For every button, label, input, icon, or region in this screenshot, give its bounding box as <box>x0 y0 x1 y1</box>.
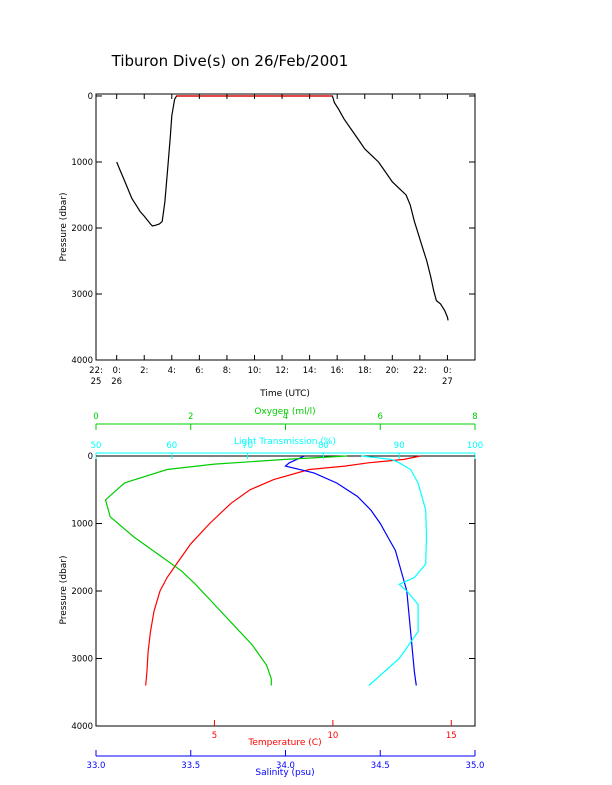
temperature-tick-label-0: 5 <box>212 731 217 741</box>
temperature-tick-label-1: 10 <box>327 731 338 741</box>
top-x-tick-label-8: 14: <box>303 366 317 376</box>
salinity-tick-label-0: 33.0 <box>87 761 106 771</box>
oxygen-tick-label-2: 4 <box>283 412 288 422</box>
top-x-tick-label-11: 20: <box>385 366 399 376</box>
bottom-plot-frame <box>95 455 476 727</box>
top-x-tick-label-1: 0: <box>113 366 121 376</box>
salinity-tick-label-1: 33.5 <box>181 761 200 771</box>
bottom-y-tick-label-4: 4000 <box>71 722 93 732</box>
top-x-tick-label-6: 10: <box>248 366 262 376</box>
top-x-tick-label2-0: 25 <box>91 377 102 387</box>
bottom-y-tick-label-0: 0 <box>88 452 93 462</box>
top-x-tick-label-0: 22: <box>89 366 103 376</box>
top-x-tick-label-13: 0: <box>443 366 451 376</box>
bottom-y-axis-label: Pressure (dbar) <box>59 556 69 625</box>
top-y-tick-label-0: 0 <box>88 92 93 102</box>
top-x-tick-label-12: 22: <box>413 366 427 376</box>
top-x-tick-label-10: 18: <box>358 366 372 376</box>
top-y-axis-label: Pressure (dbar) <box>59 193 69 262</box>
chart-title: Tiburon Dive(s) on 26/Feb/2001 <box>111 52 349 70</box>
salinity-profile-line <box>284 455 417 686</box>
bottom-y-tick-label-1: 1000 <box>71 520 93 530</box>
light-tick-label-3: 80 <box>318 441 329 451</box>
bottom-y-tick-label-2: 2000 <box>71 587 93 597</box>
oxygen-tick-label-0: 0 <box>93 412 98 422</box>
top-x-tick-label2-13: 27 <box>442 377 453 387</box>
top-plot-frame <box>95 93 476 361</box>
bottom-y-tick-label-3: 3000 <box>71 655 93 665</box>
light-profile-line <box>361 455 428 686</box>
top-x-tick-label-3: 4: <box>168 366 176 376</box>
profiles-plot: 0 2 4 6 8 50 60 70 80 90 100 5 10 15 33.0 33.5 34.0 34.5 3… <box>59 407 484 778</box>
top-x-axis-label: Time (UTC) <box>259 389 310 399</box>
temperature-profile-line <box>145 455 421 686</box>
oxygen-tick-label-3: 6 <box>378 412 383 422</box>
oxygen-tick-label-1: 2 <box>188 412 193 422</box>
light-tick-label-1: 60 <box>166 441 177 451</box>
pressure-time-series-0 <box>116 95 449 321</box>
top-x-tick-label-4: 6: <box>195 366 203 376</box>
light-tick-label-0: 50 <box>91 441 102 451</box>
temperature-tick-label-2: 15 <box>446 731 457 741</box>
top-x-tick-label-2: 2: <box>140 366 148 376</box>
top-y-tick-label-3: 3000 <box>71 290 93 300</box>
top-x-tick-label2-1: 26 <box>111 377 122 387</box>
oxygen-profile-line <box>104 455 348 686</box>
salinity-axis-label: Salinity (psu) <box>255 768 314 778</box>
light-tick-label-4: 90 <box>394 441 405 451</box>
salinity-tick-label-4: 35.0 <box>466 761 485 771</box>
top-x-tick-label-7: 12: <box>275 366 289 376</box>
salinity-tick-label-2: 34.0 <box>276 761 295 771</box>
salinity-tick-label-3: 34.5 <box>371 761 390 771</box>
top-y-tick-label-2: 2000 <box>71 224 93 234</box>
top-x-tick-label-9: 16: <box>330 366 344 376</box>
pressure-time-plot: 22:250:262: 4: 6: 8: 10: 12: 14: 16: 18: 20: 22: 0:… <box>59 92 476 399</box>
light-tick-label-2: 70 <box>242 441 253 451</box>
top-y-tick-label-4: 4000 <box>71 356 93 366</box>
top-y-tick-label-1: 1000 <box>71 158 93 168</box>
top-x-tick-label-5: 8: <box>223 366 231 376</box>
oxygen-axis-label: Oxygen (ml/l) <box>254 407 315 417</box>
temperature-axis-label: Temperature (C) <box>247 738 321 748</box>
light-axis-label: Light Transmission (%) <box>234 437 336 447</box>
oxygen-tick-label-4: 8 <box>472 412 477 422</box>
light-tick-label-5: 100 <box>467 441 483 451</box>
